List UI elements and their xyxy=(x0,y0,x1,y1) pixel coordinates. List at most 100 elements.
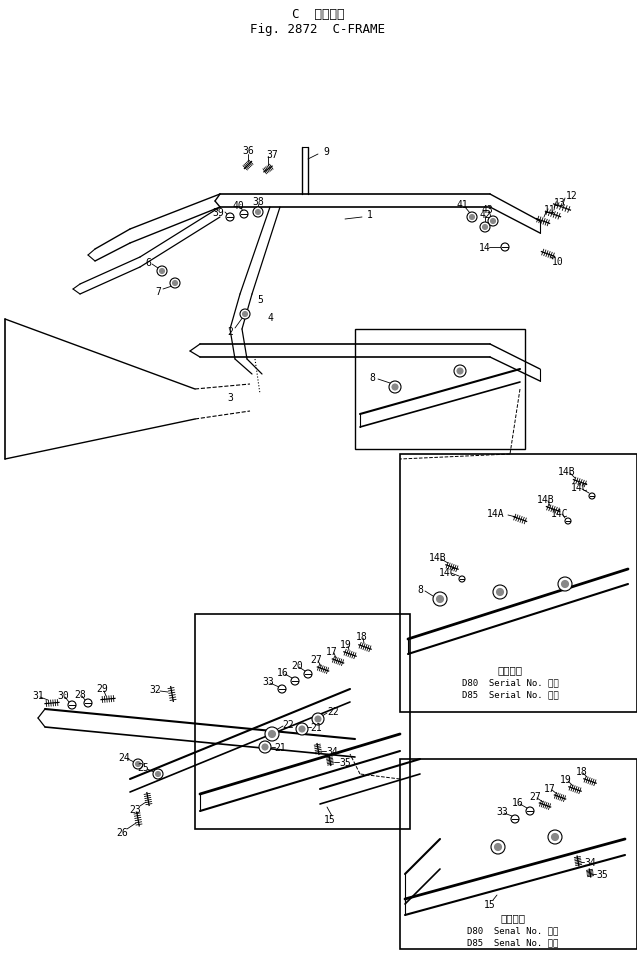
Circle shape xyxy=(226,214,234,222)
Text: 6: 6 xyxy=(145,258,151,267)
Circle shape xyxy=(155,771,161,777)
Circle shape xyxy=(433,592,447,607)
Circle shape xyxy=(269,731,275,737)
Text: 36: 36 xyxy=(242,146,254,156)
Circle shape xyxy=(552,833,559,841)
Bar xyxy=(355,329,525,450)
Text: 33: 33 xyxy=(496,806,508,816)
Circle shape xyxy=(304,671,312,678)
Text: 19: 19 xyxy=(340,640,352,649)
Circle shape xyxy=(389,382,401,393)
Circle shape xyxy=(565,518,571,524)
Text: D80  Senal No. ・～: D80 Senal No. ・～ xyxy=(468,925,559,934)
Circle shape xyxy=(262,744,268,750)
Text: 17: 17 xyxy=(544,783,556,794)
Text: 10: 10 xyxy=(552,257,564,266)
Circle shape xyxy=(136,762,141,766)
Text: 22: 22 xyxy=(282,719,294,730)
Text: 20: 20 xyxy=(291,660,303,671)
Text: 30: 30 xyxy=(57,690,69,701)
Text: 25: 25 xyxy=(137,763,149,772)
Circle shape xyxy=(436,596,443,603)
Circle shape xyxy=(511,815,519,823)
Text: 35: 35 xyxy=(339,757,351,767)
Circle shape xyxy=(68,702,76,709)
Text: D80  Serial No. ・～: D80 Serial No. ・～ xyxy=(462,677,559,687)
Text: 39: 39 xyxy=(212,207,224,218)
Circle shape xyxy=(253,207,263,218)
Bar xyxy=(195,614,410,829)
Circle shape xyxy=(243,312,248,317)
Text: 34: 34 xyxy=(326,746,338,756)
Text: 12: 12 xyxy=(566,191,578,201)
Text: 41: 41 xyxy=(456,200,468,209)
Text: 27: 27 xyxy=(310,654,322,665)
Text: 38: 38 xyxy=(252,197,264,206)
Circle shape xyxy=(153,769,163,779)
Text: 22: 22 xyxy=(327,706,339,716)
Text: 9: 9 xyxy=(323,147,329,157)
Circle shape xyxy=(392,385,398,391)
Text: 2: 2 xyxy=(227,327,233,336)
Text: 11: 11 xyxy=(544,204,556,215)
Text: 17: 17 xyxy=(326,646,338,656)
Circle shape xyxy=(459,577,465,582)
Circle shape xyxy=(296,723,308,735)
Circle shape xyxy=(278,685,286,693)
Text: 適用号等: 適用号等 xyxy=(501,912,526,922)
Text: 14: 14 xyxy=(479,243,491,253)
Text: 18: 18 xyxy=(576,766,588,776)
Circle shape xyxy=(482,225,487,231)
Text: 14C: 14C xyxy=(551,509,569,518)
Text: 24: 24 xyxy=(118,752,130,763)
Circle shape xyxy=(457,368,463,375)
Text: 42: 42 xyxy=(479,209,491,220)
Circle shape xyxy=(501,244,509,252)
Text: 15: 15 xyxy=(324,814,336,825)
Bar xyxy=(400,454,637,712)
Text: 7: 7 xyxy=(155,287,161,297)
Circle shape xyxy=(315,716,321,722)
Circle shape xyxy=(491,840,505,854)
Text: 18: 18 xyxy=(356,632,368,641)
Text: 14C: 14C xyxy=(439,568,457,578)
Circle shape xyxy=(558,578,572,591)
Circle shape xyxy=(467,213,477,223)
Text: 26: 26 xyxy=(116,828,128,837)
Circle shape xyxy=(490,219,496,224)
Text: 37: 37 xyxy=(266,150,278,160)
Circle shape xyxy=(84,700,92,707)
Circle shape xyxy=(561,580,568,588)
Text: 35: 35 xyxy=(596,869,608,879)
Text: 28: 28 xyxy=(74,689,86,700)
Bar xyxy=(400,760,637,949)
Circle shape xyxy=(454,365,466,378)
Text: 8: 8 xyxy=(417,584,423,594)
Circle shape xyxy=(493,585,507,600)
Circle shape xyxy=(157,266,167,277)
Text: 1: 1 xyxy=(367,209,373,220)
Circle shape xyxy=(159,269,164,274)
Text: 27: 27 xyxy=(529,791,541,801)
Text: 21: 21 xyxy=(274,742,286,752)
Text: 19: 19 xyxy=(560,774,572,784)
Text: 適用号等: 適用号等 xyxy=(497,665,522,674)
Text: 14B: 14B xyxy=(558,466,576,477)
Circle shape xyxy=(291,677,299,685)
Text: 14C: 14C xyxy=(571,483,589,492)
Text: 33: 33 xyxy=(262,676,274,686)
Circle shape xyxy=(170,279,180,289)
Text: 16: 16 xyxy=(277,668,289,677)
Text: Fig. 2872  C-FRAME: Fig. 2872 C-FRAME xyxy=(250,23,385,37)
Text: 3: 3 xyxy=(227,392,233,402)
Text: 13: 13 xyxy=(554,198,566,207)
Circle shape xyxy=(488,217,498,227)
Text: 21: 21 xyxy=(310,722,322,733)
Circle shape xyxy=(494,844,501,851)
Text: 14A: 14A xyxy=(487,509,505,518)
Text: 31: 31 xyxy=(32,690,44,701)
Circle shape xyxy=(240,310,250,320)
Circle shape xyxy=(589,493,595,499)
Text: 14B: 14B xyxy=(537,494,555,505)
Text: D85  Serial No. ・～: D85 Serial No. ・～ xyxy=(462,690,559,699)
